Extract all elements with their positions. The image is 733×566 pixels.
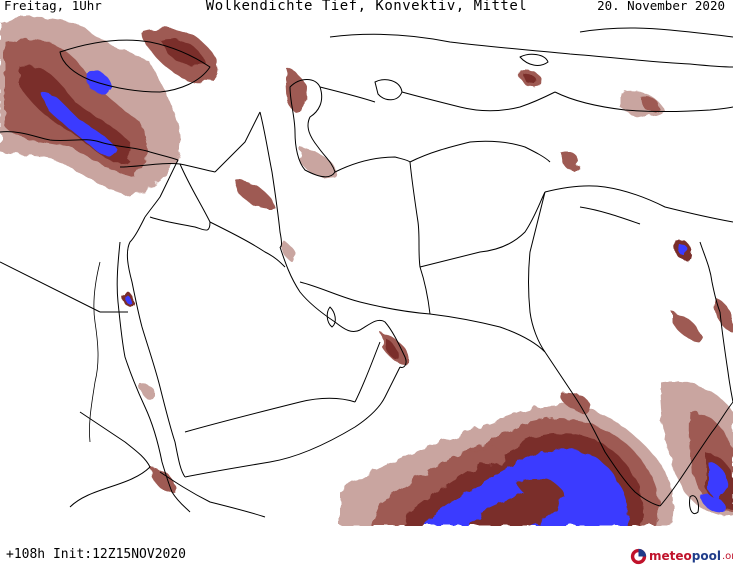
border-central-asia [319,86,556,112]
border-nepal [579,206,641,225]
border-saudi-yemen [184,397,356,433]
border-afghanistan-pakistan [419,191,546,268]
border-bangladesh [699,241,721,313]
cloud-area-med [560,391,591,413]
river-nile [89,261,101,443]
border-syria-iraq [179,163,211,223]
cloud-density-map [0,16,733,526]
cloud-area-core [708,462,729,498]
map-title: Wolkendichte Tief, Konvektiv, Mittel [205,0,528,14]
border-afghanistan-north [409,140,551,163]
coastline-india-east [659,401,733,507]
cloud-area-thin [282,242,295,260]
cloud-area-med [714,297,733,332]
cloud-area-thin [139,383,155,399]
coastline-black-sea [59,39,211,93]
cloud-area-med [672,312,701,342]
coastline-red-sea-west [116,241,191,513]
cloud-cluster-mesopotamia [235,180,409,364]
cloud-area-med [285,67,307,113]
cloud-cluster-red-sea [121,292,176,493]
border-kazakhstan-north [329,33,733,68]
logo-text-org: .org [721,550,733,562]
cloud-area-thin [300,147,336,178]
border-jordan-saudi [149,216,211,231]
border-myanmar [719,311,733,403]
coastline-india-west [544,351,661,507]
model-run-info: +108h Init:12Z15NOV2020 [6,547,187,562]
border-egypt-libya [0,261,101,313]
cloud-area-dense [523,73,536,85]
forecast-date-label: 20. November 2020 [597,0,725,13]
cloud-area-med [235,180,275,209]
coastline-red-sea-east [126,216,186,478]
meteopool-logo-icon [630,548,647,564]
border-saudi-oman [354,341,381,403]
border-xinjiang [554,91,733,112]
cloud-area-med [640,96,660,113]
border-india-china [544,185,733,223]
cloud-area-core [700,493,726,513]
cloud-area-med [560,151,580,172]
cloud-cluster-caucasus [285,67,542,178]
cloud-area-core [678,243,687,256]
coastline-sri-lanka [689,495,699,515]
coastline-levant [144,159,179,218]
coastline-aral [374,79,403,101]
cloud-area-core [123,295,131,303]
cloud-area-med [150,467,176,493]
coastline-turkey [0,131,179,161]
coastline-persian-gulf [279,246,407,368]
forecast-day-label: Freitag, 1Uhr [4,0,102,13]
border-turkmenistan-iran [334,156,411,173]
coastline-balkhash [519,53,549,66]
cloud-cluster-northwest [0,16,219,197]
border-iran-pakistan [419,266,431,315]
border-ethiopia-east [69,466,151,508]
cloud-area-core [85,70,112,94]
coastline-caspian [289,79,336,178]
cloud-area-core [40,91,118,157]
cloud-cluster-bay-of-bengal [660,381,733,517]
coastline-arabia-south [184,366,401,478]
border-iran-afghanistan [409,161,421,268]
cloud-area-med [470,446,505,466]
cloud-fields [0,16,733,526]
border-iran-iraq [259,111,282,248]
coastline-qatar [326,306,336,328]
coastline-iran-pakistan [299,281,546,353]
logo-text-pool: pool [691,549,721,563]
border-iraq-saudi [209,221,286,268]
cloud-area-dense [515,478,565,503]
border-turkey-iran [214,111,261,173]
border-sudan-ethiopia [79,411,151,468]
logo-text-meteo: meteo [649,549,692,563]
border-pakistan-india [528,191,546,353]
cloud-area-dense [384,337,399,359]
coastlines-and-borders [0,27,733,518]
cloud-cluster-indian-ocean [340,391,673,526]
border-mongolia [579,27,733,38]
coastline-horn-africa [159,471,266,518]
